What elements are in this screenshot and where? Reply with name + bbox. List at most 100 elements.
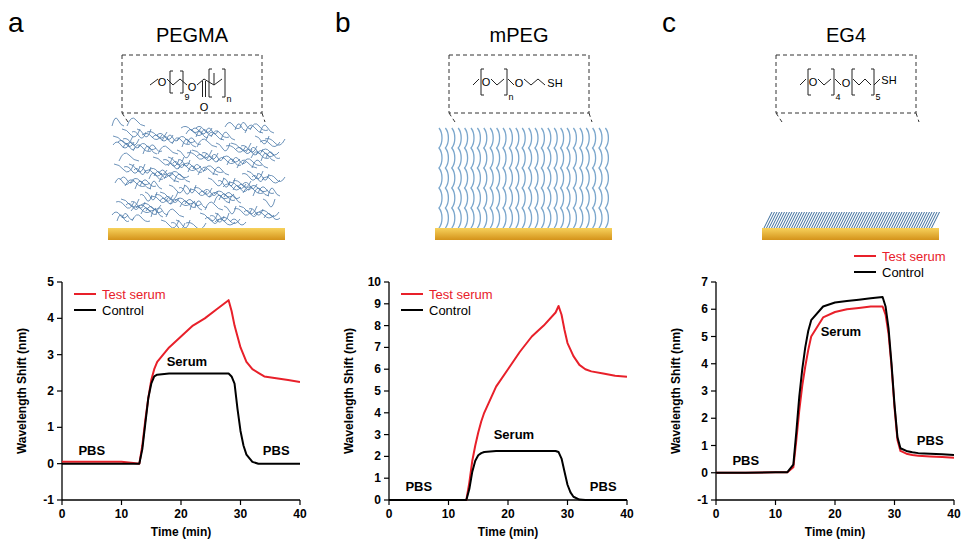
series-line: [62, 300, 300, 464]
y-tick: [711, 336, 716, 337]
y-tick: [57, 463, 62, 464]
legend-label: Test serum: [882, 249, 946, 264]
polymer-strand: [265, 139, 285, 146]
panel-title: PEGMA: [156, 24, 229, 46]
bond: [835, 79, 841, 85]
polymer-strand: [260, 125, 274, 133]
bracket: [852, 69, 855, 95]
polymer-strand: [176, 220, 190, 228]
y-tick: [384, 325, 389, 326]
structure-box: [776, 55, 916, 113]
polymer-chain: [497, 128, 500, 228]
polymer-strand: [242, 159, 262, 166]
structure-label: O: [200, 101, 209, 113]
polymer-strand: [113, 136, 133, 144]
polymer-strand: [192, 150, 212, 158]
polymer-chain: [599, 128, 602, 228]
bond: [205, 81, 206, 97]
polymer-strand: [268, 188, 280, 196]
polymer-strand: [124, 167, 140, 174]
polymer-strand: [202, 153, 218, 160]
y-tick: [711, 418, 716, 419]
polymer-strand: [213, 167, 229, 175]
y-tick: [711, 309, 716, 310]
y-tick-label: 6: [374, 362, 381, 376]
bond: [853, 79, 859, 85]
polymer-strand: [174, 174, 190, 182]
polymer-strand: [259, 210, 279, 216]
x-tick-label: 0: [386, 507, 393, 521]
polymer-strand: [261, 149, 279, 155]
polymer-strand: [119, 153, 139, 161]
y-tick: [384, 412, 389, 413]
panel-title: EG4: [826, 24, 866, 46]
y-tick-label: 3: [374, 428, 381, 442]
polymer-strand: [223, 178, 235, 186]
bracket: [209, 69, 212, 97]
polymer-strand: [141, 203, 161, 209]
polymer-strand: [177, 136, 195, 142]
y-tick-label: 3: [701, 384, 708, 398]
polymer-strand: [130, 178, 150, 184]
polymer-strand: [197, 139, 217, 147]
legend-swatch: [74, 309, 96, 311]
y-tick-label: 4: [701, 357, 708, 371]
polymer-chain: [522, 128, 525, 228]
panel: bmPEGOnOSH010203040012345678910Time (min…: [335, 7, 634, 539]
legend-label: Control: [102, 303, 144, 318]
y-tick-label: 5: [374, 384, 381, 398]
polymer-strand: [251, 147, 263, 153]
plot-lines: [716, 297, 954, 473]
y-tick-label: 4: [47, 311, 54, 325]
x-axis-title: Time (min): [151, 525, 211, 539]
x-tick-label: 0: [59, 507, 66, 521]
y-tick: [384, 478, 389, 479]
structure-label: O: [482, 76, 491, 88]
polymer-strand: [193, 164, 207, 170]
polymer-strand: [232, 157, 246, 163]
zoom-line: [776, 113, 782, 122]
y-tick: [57, 281, 62, 282]
y-tick: [384, 369, 389, 370]
polymer-chain: [445, 128, 448, 228]
polymer-strand: [122, 213, 134, 219]
bracket: [180, 71, 183, 93]
gold-substrate: [108, 228, 285, 240]
bond: [865, 79, 871, 85]
polymer-strand: [230, 219, 246, 225]
polymer-strand: [248, 185, 268, 191]
zoom-line: [589, 113, 592, 122]
polymer-chain: [548, 128, 551, 228]
y-tick-label: 4: [374, 406, 381, 420]
legend-swatch: [401, 309, 423, 311]
polymer-strand: [177, 150, 191, 158]
polymer-chain: [471, 128, 474, 228]
bond: [214, 73, 215, 85]
polymer-strand: [112, 118, 124, 126]
polymer-strand: [131, 202, 145, 209]
polymer-chain: [535, 128, 538, 228]
panel: cEG4O4O5SH010203040-101234567Time (min)W…: [662, 7, 961, 539]
y-tick-label: 10: [368, 275, 382, 289]
polymer-chain: [567, 128, 570, 228]
polymer-chain: [586, 128, 589, 228]
structure-label: n: [508, 92, 513, 102]
y-tick: [384, 434, 389, 435]
polymer-strand: [138, 143, 156, 149]
legend-swatch: [854, 271, 876, 273]
legend-swatch: [74, 293, 96, 295]
x-tick-label: 40: [947, 507, 961, 521]
y-axis-title: Wavelength Shift (nm): [669, 328, 683, 454]
y-tick: [711, 363, 716, 364]
series-line: [389, 306, 627, 500]
y-tick-label: 8: [374, 319, 381, 333]
polymer-strand: [206, 128, 218, 134]
x-tick-label: 30: [888, 507, 902, 521]
polymer-chain: [554, 128, 557, 228]
annotation: Serum: [494, 427, 534, 442]
y-tick: [384, 456, 389, 457]
polymer-strand: [158, 146, 178, 154]
zoom-line: [122, 113, 128, 122]
zoom-line: [916, 113, 919, 122]
polymer-chain: [484, 128, 487, 228]
